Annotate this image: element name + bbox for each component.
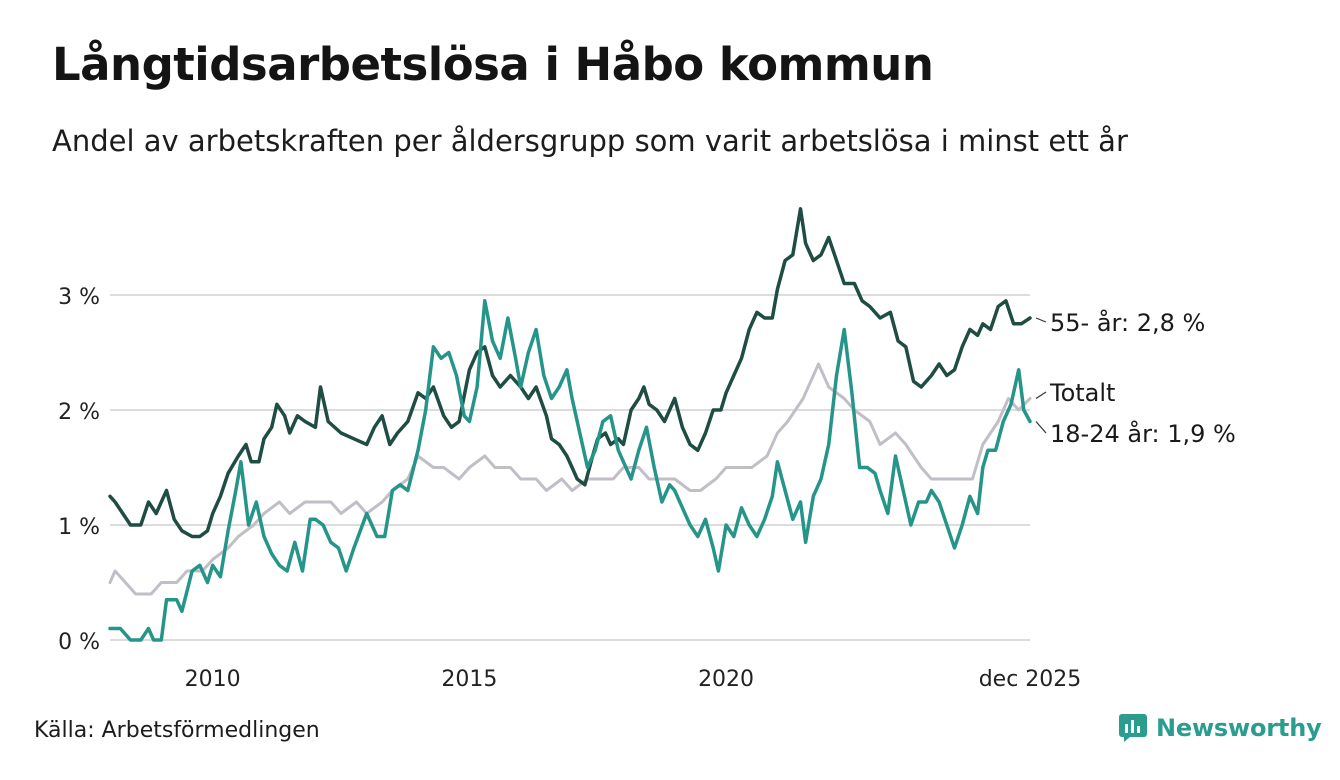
y-tick-label: 0 % (58, 630, 100, 655)
newsworthy-logo-icon (1119, 714, 1147, 742)
label-leader-line (1035, 421, 1047, 434)
brand-logo[interactable]: Newsworthy (1118, 713, 1322, 743)
x-tick-label: 2015 (441, 667, 497, 692)
series-end-labels: Totalt 55- år: 2,8 % 18-24 år: 1,9 % (1035, 308, 1236, 448)
series-end-label: 18-24 år: 1,9 % (1050, 419, 1236, 448)
y-tick-label: 3 % (58, 285, 100, 310)
y-tick-label: 1 % (58, 515, 100, 540)
series-lines (108, 207, 1032, 642)
gridlines (110, 294, 1030, 641)
chart-title: Långtidsarbetslösa i Håbo kommun (52, 38, 934, 91)
series-end-label: Totalt (1049, 379, 1115, 407)
x-axis: 2010 2015 2020 dec 2025 (185, 667, 1082, 692)
series-line-totalt (108, 362, 1032, 596)
source-credit: Källa: Arbetsförmedlingen (34, 718, 320, 743)
label-leader-line (1035, 391, 1047, 400)
y-axis: 0 % 1 % 2 % 3 % (58, 285, 100, 655)
series-end-label: 55- år: 2,8 % (1050, 308, 1205, 337)
y-tick-label: 2 % (58, 400, 100, 425)
x-tick-label: 2010 (185, 667, 241, 692)
chart-subtitle: Andel av arbetskraften per åldersgrupp s… (52, 124, 1128, 158)
brand-name: Newsworthy (1156, 714, 1322, 742)
series-line-18-24-r (108, 299, 1032, 642)
x-tick-label: 2020 (698, 667, 754, 692)
series-line-55-r (108, 207, 1032, 539)
label-leader-line (1035, 317, 1047, 323)
x-tick-label: dec 2025 (979, 667, 1082, 692)
